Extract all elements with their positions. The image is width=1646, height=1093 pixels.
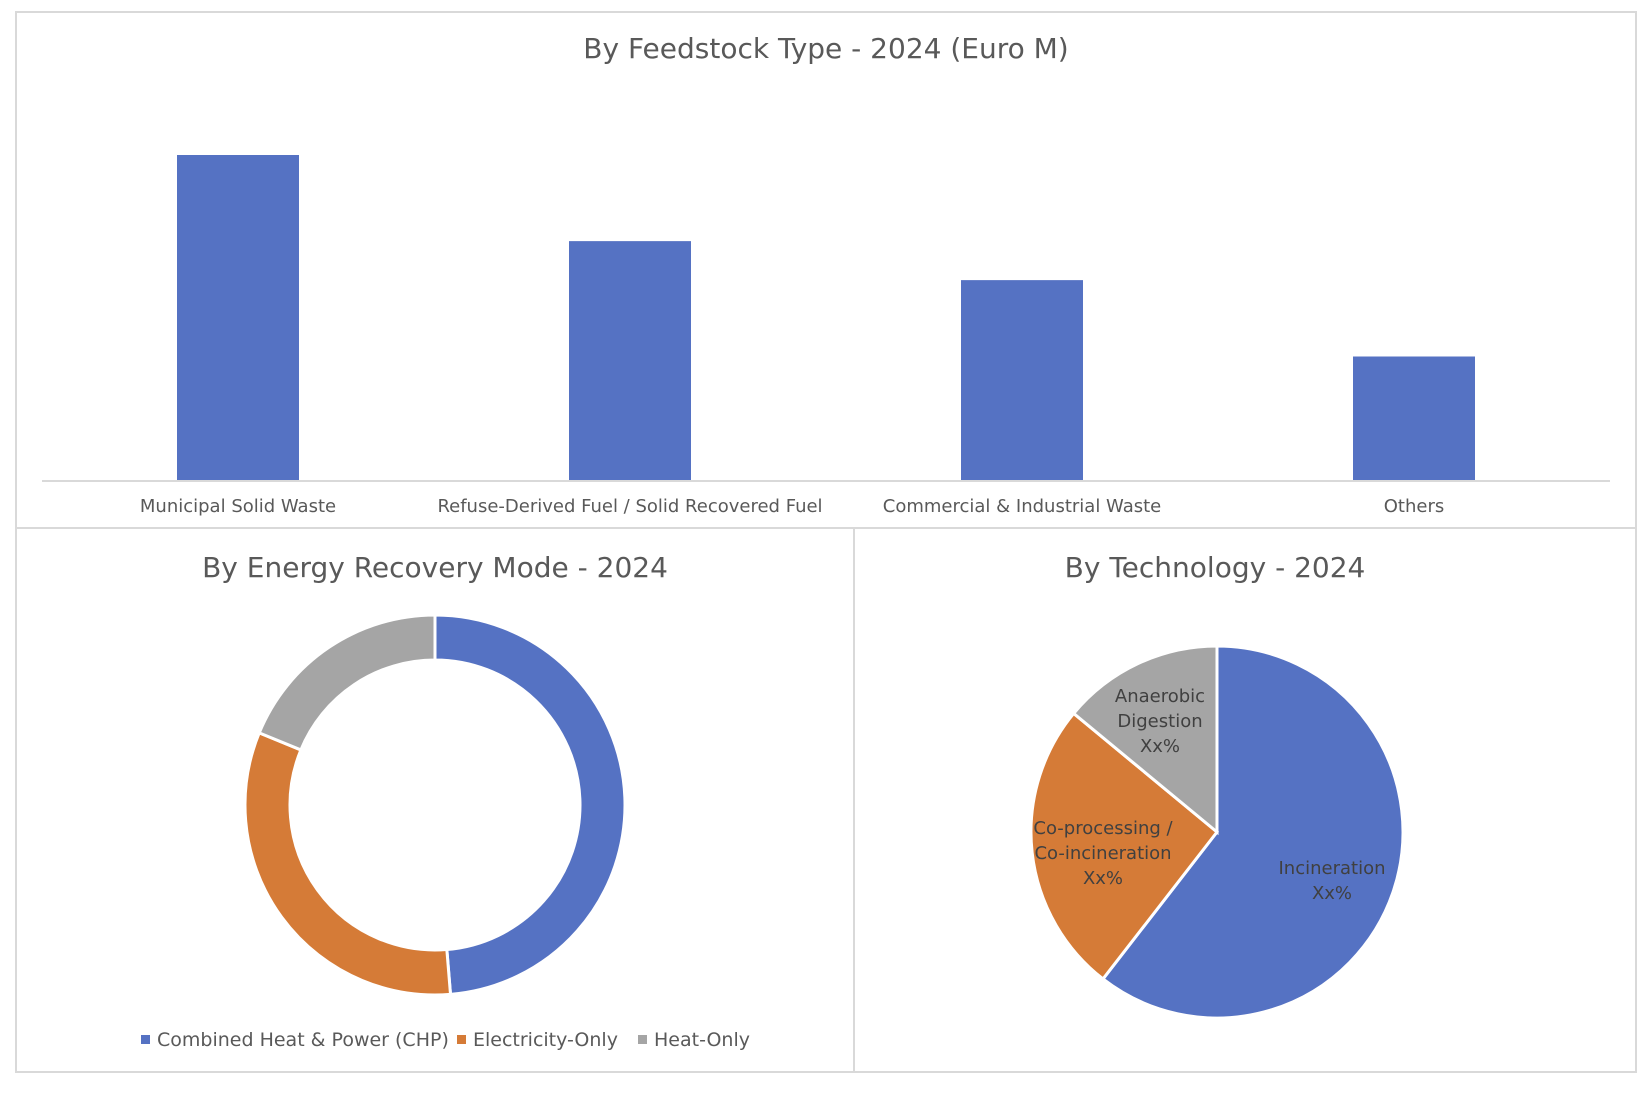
category-label-refuse-derived-fuel-solid-recovered-fuel: Refuse-Derived Fuel / Solid Recovered Fu…	[437, 496, 822, 517]
feedstock-bars	[177, 155, 1475, 480]
legend-swatch-electricity-only	[457, 1035, 466, 1044]
pie-label-co-processing-co-incineration: Co-processing / Co-incineration Xx%	[1033, 818, 1173, 889]
technology-pie-labels: Incineration Xx% Co-processing / Co-inciner…	[1033, 686, 1385, 904]
pie-label-anaerobic-digestion: Anaerobic Digestion Xx%	[1115, 686, 1205, 757]
feedstock-category-labels: Municipal Solid Waste Refuse-Derived Fuel…	[140, 496, 1444, 517]
energy-recovery-legend: Combined Heat & Power (CHP) Electricity-O…	[141, 1029, 750, 1051]
technology-pie-chart: By Technology - 2024 Incineration Xx% Co-p…	[1029, 551, 1405, 1020]
bar-municipal-solid-waste	[177, 155, 299, 480]
technology-pie	[1029, 644, 1405, 1020]
category-label-others: Others	[1384, 496, 1445, 517]
legend-label-heat-only: Heat-Only	[654, 1029, 750, 1051]
category-label-municipal-solid-waste: Municipal Solid Waste	[140, 496, 336, 517]
bar-others	[1353, 356, 1475, 480]
bar-commercial-industrial-waste	[961, 280, 1083, 480]
legend-swatch-heat-only	[638, 1035, 647, 1044]
pie-slice-co-processing-co-incineration	[1029, 711, 1220, 982]
donut-slice-heat-only	[257, 613, 437, 752]
donut-slice-combined-heat-power-chp	[433, 613, 627, 996]
legend-item-heat-only: Heat-Only	[638, 1029, 750, 1051]
legend-swatch-combined-heat-power-chp	[141, 1035, 150, 1044]
legend-item-electricity-only: Electricity-Only	[457, 1029, 618, 1051]
bar-refuse-derived-fuel-solid-recovered-fuel	[569, 241, 691, 480]
pie-slice-anaerobic-digestion	[1071, 644, 1219, 836]
energy-recovery-chart-title: By Energy Recovery Mode - 2024	[202, 551, 668, 584]
feedstock-bar-chart: By Feedstock Type - 2024 (Euro M) Munici…	[42, 32, 1610, 517]
technology-panel-border	[853, 527, 1637, 1073]
category-label-commercial-industrial-waste: Commercial & Industrial Waste	[883, 496, 1161, 517]
energy-recovery-donut	[243, 613, 627, 997]
legend-label-combined-heat-power-chp: Combined Heat & Power (CHP)	[157, 1029, 449, 1051]
legend-item-combined-heat-power-chp: Combined Heat & Power (CHP)	[141, 1029, 449, 1051]
pie-label-incineration: Incineration Xx%	[1278, 858, 1385, 904]
energy-recovery-donut-chart: By Energy Recovery Mode - 2024 Combined …	[141, 551, 750, 1051]
technology-chart-title: By Technology - 2024	[1065, 551, 1366, 584]
pie-slice-incineration	[1100, 644, 1405, 1020]
legend-label-electricity-only: Electricity-Only	[473, 1029, 618, 1051]
feedstock-chart-title: By Feedstock Type - 2024 (Euro M)	[583, 32, 1068, 65]
donut-slice-electricity-only	[243, 730, 453, 997]
